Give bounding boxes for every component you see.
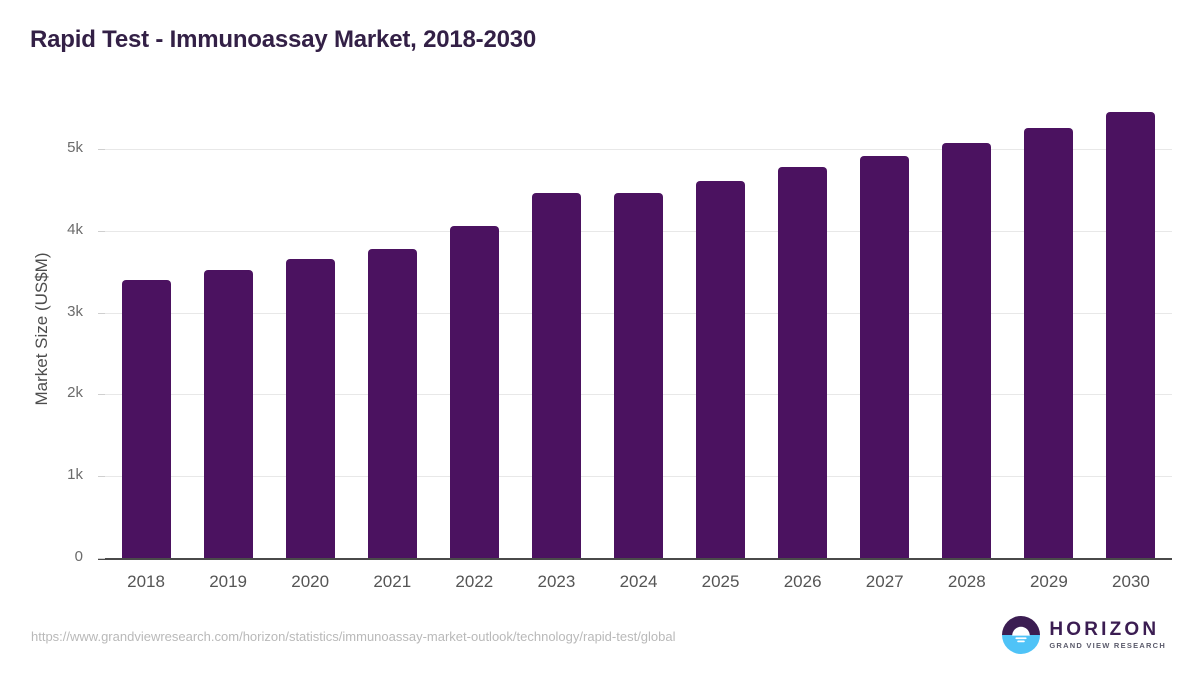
x-axis-tick-label: 2022 [455,572,494,591]
brand-logo[interactable]: HORIZON GRAND VIEW RESEARCH [1002,615,1166,655]
x-axis-tick-label: 2023 [537,572,576,591]
x-axis-tick-label: 2030 [1112,572,1150,591]
x-axis-tick-label: 2018 [127,572,165,591]
x-axis-line [98,558,1172,560]
y-axis-tick [98,558,105,559]
y-axis-tick [98,476,105,478]
x-axis-tick-label: 2028 [947,572,986,591]
logo-name: HORIZON [1049,618,1160,640]
y-axis-tick [98,230,105,232]
bar[interactable] [696,181,746,558]
bar[interactable] [778,167,828,558]
y-axis-title: Market Size (US$M) [30,100,54,558]
bar[interactable] [860,155,910,558]
page-title: Rapid Test - Immunoassay Market, 2018-20… [30,26,537,53]
logo-tagline: GRAND VIEW RESEARCH [1049,640,1166,650]
bar[interactable] [942,142,992,558]
gridline [105,149,1172,151]
x-axis-tick-label: 2021 [373,572,412,591]
logo-wordmark: HORIZON GRAND VIEW RESEARCH [1049,618,1166,650]
bar[interactable] [285,258,335,558]
bar[interactable] [614,192,663,558]
bar[interactable] [1106,112,1156,558]
bar[interactable] [449,226,499,558]
source-url-link[interactable]: https://www.grandviewresearch.com/horizo… [31,629,676,644]
y-axis-tick [98,312,105,314]
y-axis-tick-label-text: 5k [67,139,83,157]
horizon-sun-icon [1002,616,1041,654]
x-axis-tick-label: 2019 [209,572,248,591]
y-axis-tick-label-text: 1k [67,466,83,484]
x-axis-tick-label: 2029 [1029,572,1068,591]
x-axis-tick-label: 2026 [783,572,822,591]
y-axis-tick-label-text: 4k [67,220,83,238]
x-axis-tick-label: 2027 [865,572,904,591]
x-axis-tick-label: 2020 [291,572,330,591]
y-axis-tick-label-text: 2k [67,384,83,402]
bar[interactable] [203,269,253,558]
bar[interactable] [1024,128,1074,558]
bar[interactable] [367,249,417,558]
y-axis-tick [98,394,105,396]
bar[interactable] [531,193,581,558]
plot-area: 0 1k 2k 3k 4k 5k 2018 2019 2020 2021 2022 2023 2024 2… [67,100,1172,591]
bar[interactable] [121,279,171,558]
y-axis-tick [98,149,105,151]
y-axis-tick-label-text: 0 [74,548,83,565]
x-axis-tick-label: 2025 [701,572,740,591]
y-axis-title-label: Market Size (US$M) [32,252,51,406]
y-axis-tick-label-text: 3k [67,302,83,320]
x-axis-tick-label: 2024 [619,572,658,591]
